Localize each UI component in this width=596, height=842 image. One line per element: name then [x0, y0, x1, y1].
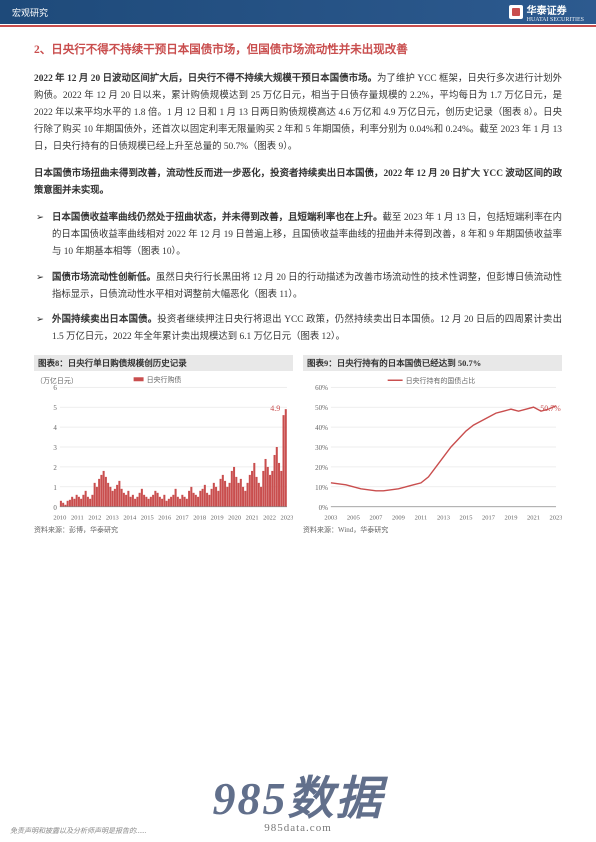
para1-body: 为了维护 YCC 框架，日央行多次进行计划外购债。2022 年 12 月 20 … [34, 74, 562, 152]
bullet-item: 外国持续卖出日本国债。投资者继续押注日央行将退出 YCC 政策，仍然持续卖出日本… [34, 312, 562, 346]
svg-text:2022: 2022 [263, 515, 276, 522]
charts-row: 图表8：日央行单日购债规模创历史记录 0 1 2 3 4 5 6（万亿日元） 日央行购债 201… [34, 355, 562, 535]
footer-disclaimer: 免责声明和披露以及分析师声明是报告的...... [10, 826, 147, 836]
svg-text:1: 1 [53, 484, 57, 492]
svg-text:5: 5 [53, 404, 57, 412]
svg-text:2011: 2011 [71, 515, 84, 522]
chart-9-canvas: 0% 10% 20% 30% 40% 50% 60% 日央行持有的国债占比 2003 2005 20… [303, 373, 562, 523]
chart-8: 图表8：日央行单日购债规模创历史记录 0 1 2 3 4 5 6（万亿日元） 日央行购债 201… [34, 355, 293, 535]
svg-text:2021: 2021 [246, 515, 259, 522]
svg-text:2013: 2013 [106, 515, 119, 522]
section-title: 2、日央行不得不持续干预日本国债市场，但国债市场流动性并未出现改善 [34, 41, 562, 59]
svg-text:2019: 2019 [211, 515, 224, 522]
svg-text:2003: 2003 [324, 515, 337, 522]
bullet-title: 国债市场流动性创新低。 [52, 273, 156, 283]
paragraph-1: 2022 年 12 月 20 日波动区间扩大后，日央行不得不持续大规模干预日本国… [34, 71, 562, 156]
bullet-list: 日本国债收益率曲线仍然处于扭曲状态，并未得到改善，且短端利率也在上升。截至 20… [34, 210, 562, 346]
svg-text:4.9: 4.9 [270, 404, 280, 413]
svg-text:2015: 2015 [460, 515, 473, 522]
svg-text:2009: 2009 [392, 515, 405, 522]
svg-text:日央行购债: 日央行购债 [147, 376, 182, 385]
header-category: 宏观研究 [12, 6, 48, 19]
svg-text:2017: 2017 [482, 515, 496, 522]
svg-text:2010: 2010 [53, 515, 66, 522]
svg-text:50%: 50% [315, 404, 328, 412]
svg-text:2020: 2020 [228, 515, 241, 522]
svg-text:2021: 2021 [527, 515, 540, 522]
chart-9-source: 资料来源：Wind，华泰研究 [303, 525, 562, 535]
chart-9-title: 图表9：日央行持有的日本国债已经达到 50.7% [303, 355, 562, 371]
svg-text:2019: 2019 [505, 515, 518, 522]
page-content: 2、日央行不得不持续干预日本国债市场，但国债市场流动性并未出现改善 2022 年… [0, 27, 596, 547]
svg-text:20%: 20% [315, 464, 328, 472]
svg-text:4: 4 [53, 424, 57, 432]
svg-text:2017: 2017 [176, 515, 190, 522]
bullet-item: 日本国债收益率曲线仍然处于扭曲状态，并未得到改善，且短端利率也在上升。截至 20… [34, 210, 562, 261]
svg-text:2014: 2014 [123, 515, 137, 522]
svg-text:40%: 40% [315, 424, 328, 432]
svg-text:2007: 2007 [369, 515, 383, 522]
svg-text:2005: 2005 [347, 515, 360, 522]
para1-lead: 2022 年 12 月 20 日波动区间扩大后，日央行不得不持续大规模干预日本国… [34, 74, 377, 84]
paragraph-2: 日本国债市场扭曲未得到改善，流动性反而进一步恶化，投资者持续卖出日本国债，202… [34, 166, 562, 200]
bullet-title: 外国持续卖出日本国债。 [52, 315, 157, 325]
chart-8-source: 资料来源：彭博，华泰研究 [34, 525, 293, 535]
chart-8-title: 图表8：日央行单日购债规模创历史记录 [34, 355, 293, 371]
bullet-item: 国债市场流动性创新低。虽然日央行行长黑田将 12 月 20 日的行动描述为改善市… [34, 270, 562, 304]
chart-8-canvas: 0 1 2 3 4 5 6（万亿日元） 日央行购债 2010 2011 2012 2013 2014 20… [34, 373, 293, 523]
svg-text:0: 0 [53, 504, 57, 512]
watermark: 985数据 985data.com [0, 762, 596, 834]
svg-text:0%: 0% [319, 504, 328, 512]
svg-text:2011: 2011 [415, 515, 428, 522]
para2-text: 日本国债市场扭曲未得到改善，流动性反而进一步恶化，投资者持续卖出日本国债，202… [34, 169, 562, 196]
watermark-big: 985数据 [0, 762, 596, 828]
svg-text:3: 3 [53, 444, 57, 452]
chart-9: 图表9：日央行持有的日本国债已经达到 50.7% 0% 10% 20% 30% 40% 5… [303, 355, 562, 535]
svg-text:50.7%: 50.7% [540, 404, 561, 413]
svg-text:2018: 2018 [193, 515, 206, 522]
logo-subtext: HUATAI SECURITIES [527, 17, 584, 23]
svg-text:（万亿日元）: （万亿日元） [36, 377, 78, 386]
report-header: 宏观研究 华泰证券 HUATAI SECURITIES [0, 0, 596, 24]
logo-icon [509, 5, 523, 19]
svg-text:2016: 2016 [158, 515, 172, 522]
svg-text:10%: 10% [315, 484, 328, 492]
svg-text:日央行持有的国债占比: 日央行持有的国债占比 [406, 377, 476, 386]
svg-text:2012: 2012 [88, 515, 101, 522]
svg-text:30%: 30% [315, 444, 328, 452]
svg-text:2: 2 [53, 464, 57, 472]
svg-text:2023: 2023 [550, 515, 562, 522]
logo-text: 华泰证券 [527, 2, 584, 17]
svg-text:2013: 2013 [437, 515, 450, 522]
svg-text:2015: 2015 [141, 515, 154, 522]
brand-logo: 华泰证券 HUATAI SECURITIES [509, 2, 584, 23]
svg-text:6: 6 [53, 385, 57, 393]
bullet-title: 日本国债收益率曲线仍然处于扭曲状态，并未得到改善，且短端利率也在上升。 [52, 213, 383, 223]
svg-text:60%: 60% [315, 385, 328, 393]
svg-text:2023: 2023 [281, 515, 293, 522]
